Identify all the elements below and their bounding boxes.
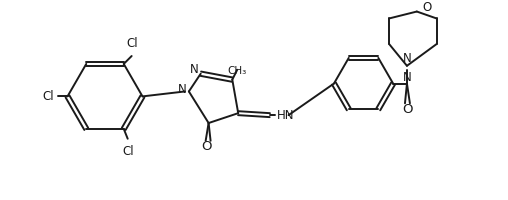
Text: Cl: Cl <box>42 90 54 103</box>
Text: O: O <box>402 103 412 116</box>
Text: N: N <box>402 52 411 65</box>
Text: Cl: Cl <box>123 145 135 158</box>
Text: HN: HN <box>277 109 294 122</box>
Text: N: N <box>189 63 198 76</box>
Text: N: N <box>178 83 186 96</box>
Text: Cl: Cl <box>127 37 139 50</box>
Text: CH₃: CH₃ <box>228 66 247 76</box>
Text: N: N <box>402 71 411 84</box>
Text: O: O <box>201 140 212 153</box>
Text: O: O <box>423 1 432 14</box>
